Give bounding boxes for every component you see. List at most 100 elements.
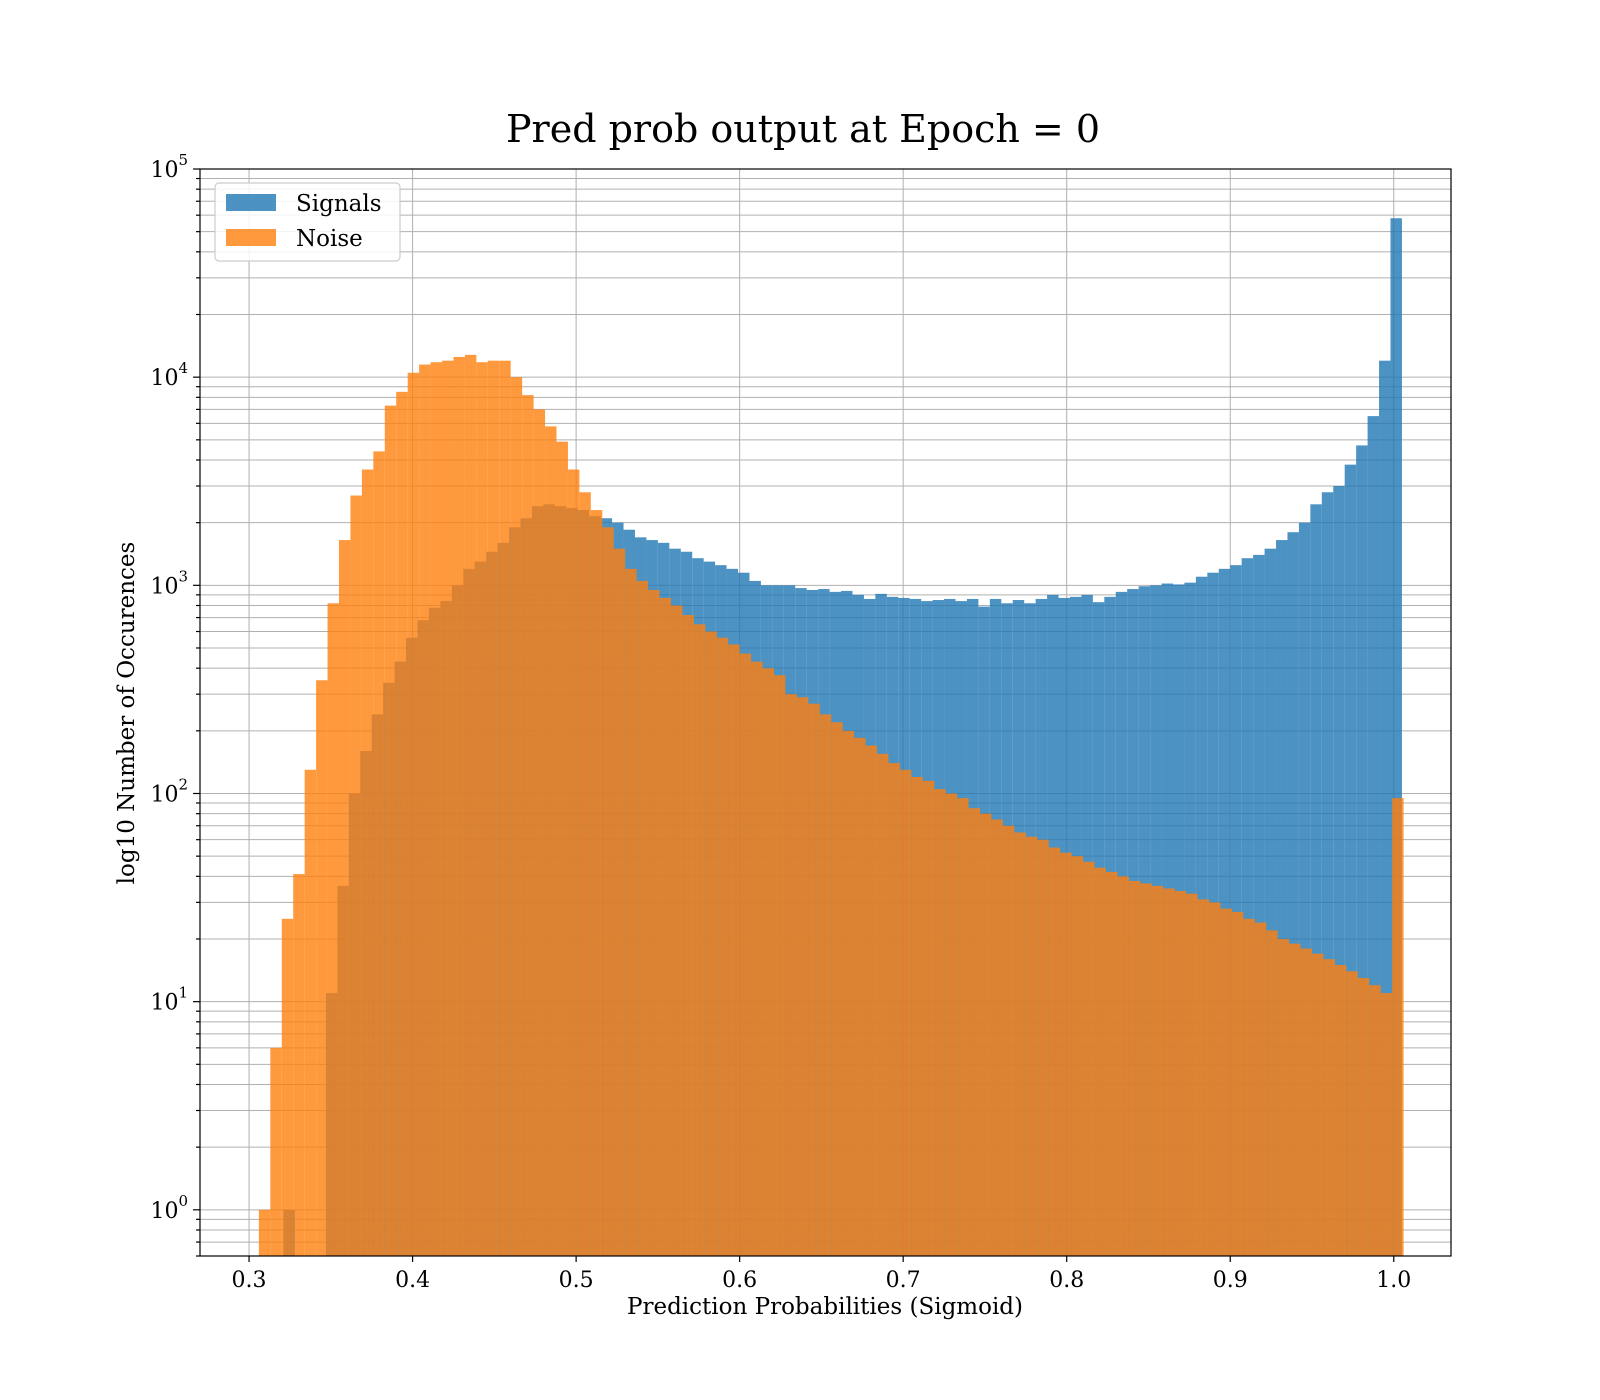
y-tick-base: 10: [150, 574, 178, 599]
legend-swatch-signals: [226, 194, 276, 211]
bar-noise: [899, 769, 912, 1256]
bar-noise: [1289, 943, 1301, 1256]
bar-noise: [556, 441, 568, 1256]
bar-noise: [842, 730, 855, 1256]
x-tick-label: 0.8: [1049, 1268, 1084, 1293]
y-tick-label: 101: [150, 984, 188, 1016]
x-axis-label: Prediction Probabilities (Sigmoid): [627, 1294, 1023, 1320]
bar-noise: [751, 661, 763, 1256]
bar-noise: [464, 354, 477, 1257]
bar-noise: [407, 372, 420, 1256]
bar-noise: [1117, 876, 1129, 1256]
bar-signals: [1321, 492, 1334, 1257]
bar-noise: [877, 753, 889, 1256]
bar-noise: [1037, 839, 1049, 1256]
bar-noise: [957, 798, 969, 1256]
bar-noise: [533, 409, 546, 1256]
bar-noise: [350, 495, 362, 1256]
bar-noise: [339, 540, 351, 1256]
bar-noise: [854, 737, 866, 1256]
bar-noise: [1323, 959, 1335, 1256]
bar-noise: [922, 780, 935, 1256]
bar-noise: [1163, 888, 1175, 1256]
bar-noise: [670, 605, 683, 1256]
x-tick-label: 0.6: [722, 1268, 757, 1293]
bar-noise: [1094, 867, 1106, 1256]
bar-noise: [1186, 893, 1198, 1256]
bar-noise: [1083, 861, 1095, 1256]
y-tick-exponent: 0: [178, 1192, 188, 1210]
y-tick-base: 10: [150, 782, 178, 807]
bar-noise: [316, 680, 328, 1256]
bar-noise: [762, 668, 774, 1256]
bar-noise: [648, 589, 660, 1256]
bar-noise: [476, 362, 488, 1257]
bar-signals: [1367, 416, 1380, 1256]
legend-swatch-noise: [226, 229, 276, 246]
bar-noise: [567, 469, 580, 1256]
bar-noise: [1071, 856, 1084, 1256]
x-tick-label: 0.3: [232, 1268, 267, 1293]
bar-noise: [1014, 832, 1026, 1256]
bar-noise: [945, 793, 958, 1256]
bar-noise: [602, 527, 614, 1256]
bar-noise: [1174, 891, 1187, 1256]
bar-signals: [1310, 504, 1322, 1256]
legend: Signals Noise: [214, 182, 401, 262]
bar-noise: [545, 426, 557, 1256]
bar-noise: [1025, 836, 1038, 1256]
bar-signals: [1230, 565, 1242, 1256]
bar-noise: [693, 624, 706, 1256]
bar-noise: [808, 703, 820, 1256]
bar-noise: [682, 615, 694, 1256]
y-tick-base: 10: [150, 366, 178, 391]
bar-noise: [1357, 977, 1370, 1256]
bar-noise: [384, 405, 397, 1256]
bar-signals: [1264, 548, 1277, 1256]
y-axis-label: log10 Number of Occurences: [114, 542, 140, 885]
bar-noise: [1254, 922, 1267, 1256]
y-tick-label: 105: [150, 151, 188, 183]
y-tick-exponent: 1: [178, 984, 188, 1002]
bar-noise: [1380, 993, 1393, 1256]
bar-noise: [373, 451, 385, 1257]
x-tick-label: 0.4: [395, 1268, 430, 1293]
bar-noise: [430, 362, 443, 1257]
bar-signals: [1253, 554, 1265, 1256]
bar-noise: [831, 722, 843, 1256]
bar-noise: [499, 360, 511, 1256]
bar-noise: [785, 694, 797, 1256]
bar-signals: [1379, 360, 1391, 1256]
x-axis-ticks: 0.3 0.4 0.5 0.6 0.7 0.8 0.9 1.0: [232, 1256, 1411, 1293]
bar-noise: [579, 492, 591, 1257]
bar-noise: [1312, 953, 1324, 1256]
bar-noise: [1060, 852, 1072, 1256]
y-tick-exponent: 2: [178, 775, 188, 793]
bar-noise: [636, 580, 649, 1256]
x-tick-label: 0.7: [886, 1268, 921, 1293]
bar-signals: [1356, 445, 1368, 1257]
bar-noise: [888, 763, 900, 1256]
bar-noise: [293, 874, 305, 1256]
bar-noise: [1197, 899, 1209, 1256]
bar-noise: [1105, 871, 1118, 1256]
bar-noise: [1300, 948, 1312, 1256]
y-tick-base: 10: [150, 158, 178, 183]
series-noise: [258, 354, 1404, 1257]
bar-noise: [705, 631, 717, 1256]
bar-signals: [1390, 218, 1402, 1256]
bar-noise: [1231, 911, 1244, 1256]
bar-signals: [1241, 558, 1254, 1256]
bar-signals: [1287, 532, 1299, 1256]
bar-noise: [590, 510, 603, 1256]
bar-noise: [1048, 847, 1061, 1256]
legend-label-signals: Signals: [296, 191, 382, 217]
bar-noise: [1140, 883, 1152, 1256]
x-tick-label: 0.5: [559, 1268, 594, 1293]
bar-noise: [1346, 971, 1358, 1256]
bar-signals: [1333, 486, 1345, 1256]
bar-noise: [1208, 902, 1221, 1256]
bar-noise: [613, 548, 626, 1256]
y-tick-exponent: 4: [178, 359, 188, 377]
bar-noise: [968, 808, 981, 1256]
